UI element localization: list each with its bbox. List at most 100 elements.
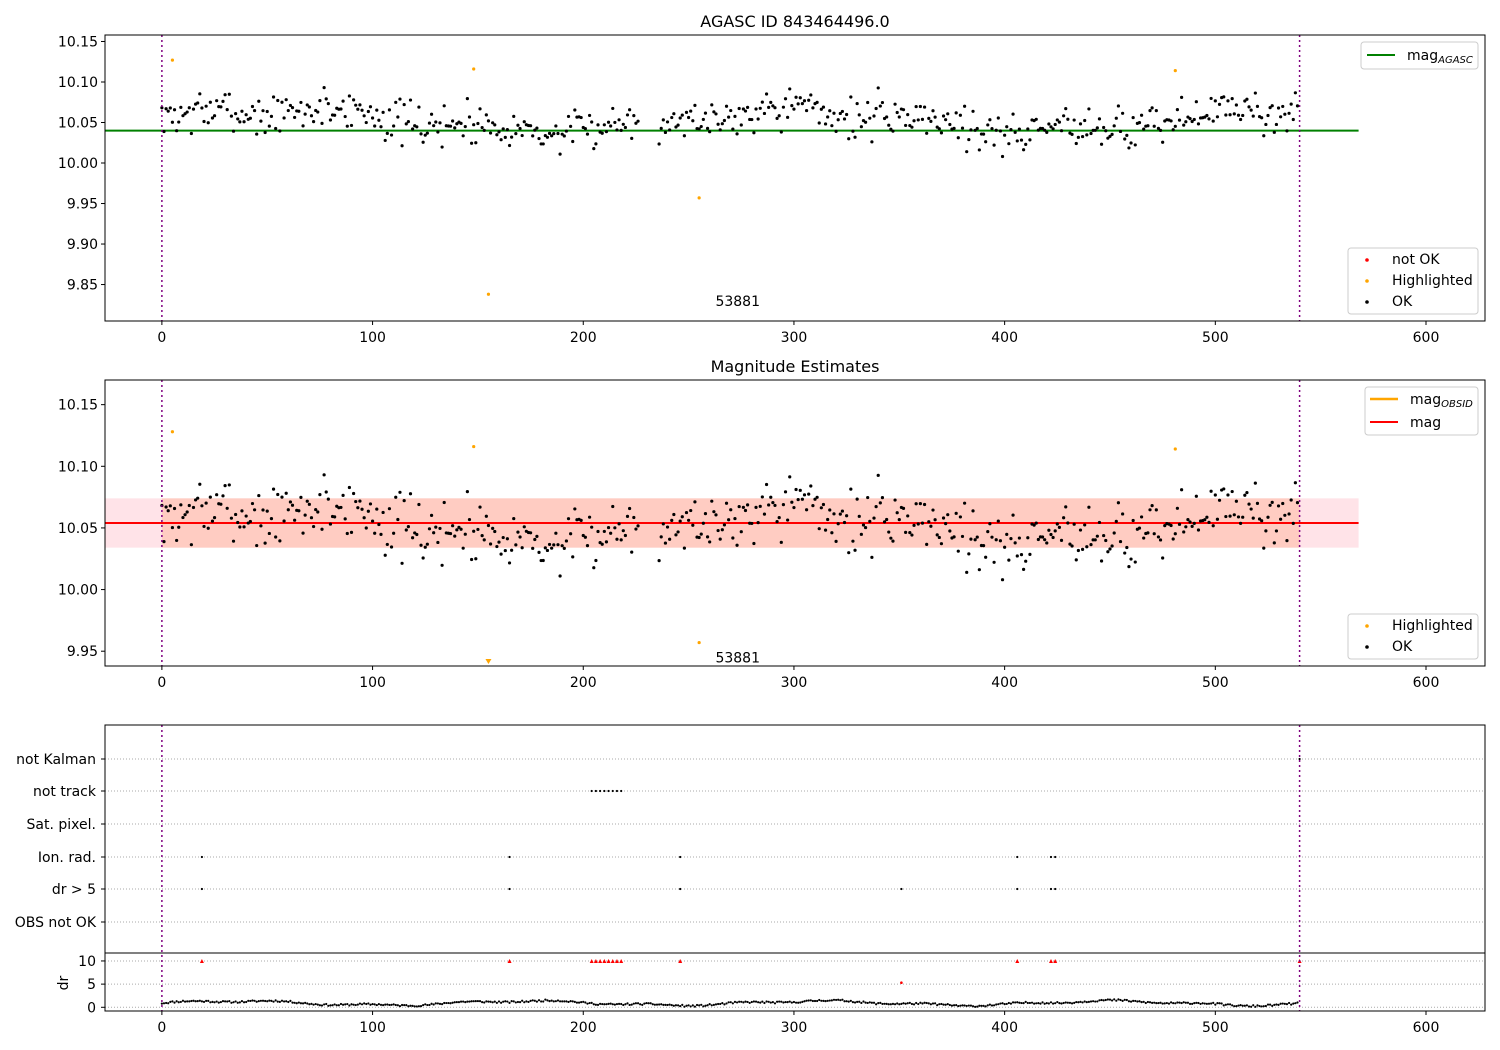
- ok-point: [701, 117, 705, 122]
- flag-point: [1016, 887, 1019, 891]
- ok-point: [893, 102, 897, 106]
- ok-point: [1224, 113, 1228, 117]
- ok-point: [813, 497, 817, 501]
- ok-point: [1247, 502, 1251, 506]
- ok-point: [1260, 519, 1264, 523]
- ok-point: [876, 473, 880, 477]
- dr-point: [997, 1003, 1000, 1006]
- ok-point: [632, 515, 636, 520]
- ok-point: [425, 542, 429, 546]
- ok-point: [754, 107, 758, 111]
- ok-point: [215, 493, 219, 497]
- dr-point: [449, 1002, 452, 1005]
- x-tick-label: 100: [359, 675, 386, 691]
- dr-point: [622, 1003, 625, 1007]
- ok-point: [225, 506, 229, 510]
- dr-tick-label: 5: [87, 977, 96, 993]
- ok-point: [219, 105, 223, 109]
- dr-point: [948, 1003, 951, 1007]
- dr-point: [261, 999, 265, 1002]
- ok-point: [925, 542, 929, 546]
- ok-point: [703, 512, 708, 516]
- ok-point: [472, 529, 476, 533]
- dr-point: [1106, 998, 1109, 1001]
- ok-point: [1154, 508, 1158, 512]
- ok-point: [417, 502, 421, 507]
- dr-point: [1064, 1001, 1067, 1004]
- ok-point: [1243, 99, 1247, 103]
- ok-point: [722, 523, 727, 527]
- ok-point: [874, 106, 878, 111]
- ok-point: [891, 129, 895, 133]
- ok-point: [594, 142, 598, 146]
- ok-point: [794, 487, 798, 492]
- dr-point: [464, 1001, 467, 1004]
- ok-point: [1028, 552, 1032, 556]
- dr-point: [666, 1003, 669, 1007]
- dr-point: [411, 1004, 414, 1007]
- ok-point: [838, 512, 842, 516]
- ok-point: [960, 534, 965, 539]
- ok-point: [1158, 128, 1163, 133]
- ok-point: [815, 100, 819, 104]
- ok-point: [665, 120, 670, 124]
- flag-row-label: not track: [33, 784, 97, 800]
- ok-point: [798, 96, 802, 100]
- ok-point: [309, 114, 314, 118]
- x-tick-label: 500: [1202, 1020, 1229, 1036]
- dr-point: [308, 1003, 311, 1006]
- dr-point: [978, 1004, 981, 1007]
- panel1-plot-area: [105, 35, 1359, 321]
- x-tick-label: 400: [991, 330, 1018, 346]
- dr-point: [615, 1002, 619, 1006]
- dr-point: [331, 1004, 334, 1007]
- dr-point: [1089, 1000, 1093, 1003]
- x-tick-label: 300: [781, 330, 808, 346]
- ok-point: [819, 107, 823, 111]
- ok-point: [419, 543, 423, 547]
- legend-label-mag-obsid: magOBSID: [1410, 392, 1473, 410]
- ok-point: [1228, 514, 1232, 518]
- ok-point: [537, 550, 541, 554]
- ok-point: [714, 513, 718, 517]
- ok-point: [1245, 97, 1249, 101]
- ok-point: [541, 142, 545, 146]
- ok-point: [716, 122, 720, 126]
- ok-point: [160, 106, 164, 110]
- ok-point: [244, 514, 248, 518]
- dr-point: [1138, 1000, 1141, 1003]
- ok-point: [459, 527, 463, 531]
- ok-point: [381, 510, 385, 515]
- dr-point: [628, 1003, 631, 1007]
- ok-point: [347, 94, 351, 98]
- dr-point: [653, 1003, 656, 1006]
- ok-point: [834, 129, 838, 133]
- ok-point: [954, 111, 958, 115]
- legend-label-mag-agasc: magAGASC: [1407, 48, 1473, 66]
- dr-point: [502, 1000, 505, 1003]
- ok-point: [910, 125, 914, 129]
- ok-point: [328, 118, 333, 122]
- dr-point: [1188, 1002, 1192, 1005]
- ok-point: [1215, 115, 1220, 119]
- dr-point: [356, 1003, 359, 1006]
- ok-point: [341, 493, 345, 497]
- ok-point: [1070, 544, 1074, 548]
- dr-point: [599, 1002, 602, 1005]
- dr-point: [651, 1003, 654, 1006]
- dr-point: [504, 1000, 507, 1003]
- ok-point: [952, 535, 956, 539]
- dr-point: [1222, 1004, 1225, 1007]
- ok-point: [1019, 553, 1024, 557]
- dr-point: [481, 1001, 484, 1004]
- dr-point: [908, 1001, 911, 1004]
- dr-point: [575, 1001, 579, 1004]
- ok-point: [760, 100, 764, 104]
- dr-point: [904, 1002, 907, 1005]
- dr-point: [1260, 1005, 1263, 1008]
- dr-point: [489, 1000, 492, 1003]
- ok-point: [333, 113, 337, 117]
- ok-point: [377, 522, 381, 527]
- dr-point: [986, 1004, 989, 1007]
- dr-point: [807, 999, 810, 1002]
